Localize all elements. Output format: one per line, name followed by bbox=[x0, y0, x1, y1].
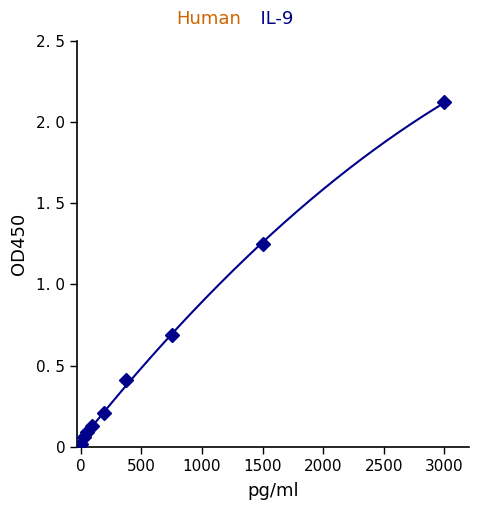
Text: IL-9: IL-9 bbox=[249, 11, 294, 28]
X-axis label: pg/ml: pg/ml bbox=[247, 482, 298, 500]
Text: Human: Human bbox=[177, 11, 242, 28]
Y-axis label: OD450: OD450 bbox=[10, 213, 28, 275]
